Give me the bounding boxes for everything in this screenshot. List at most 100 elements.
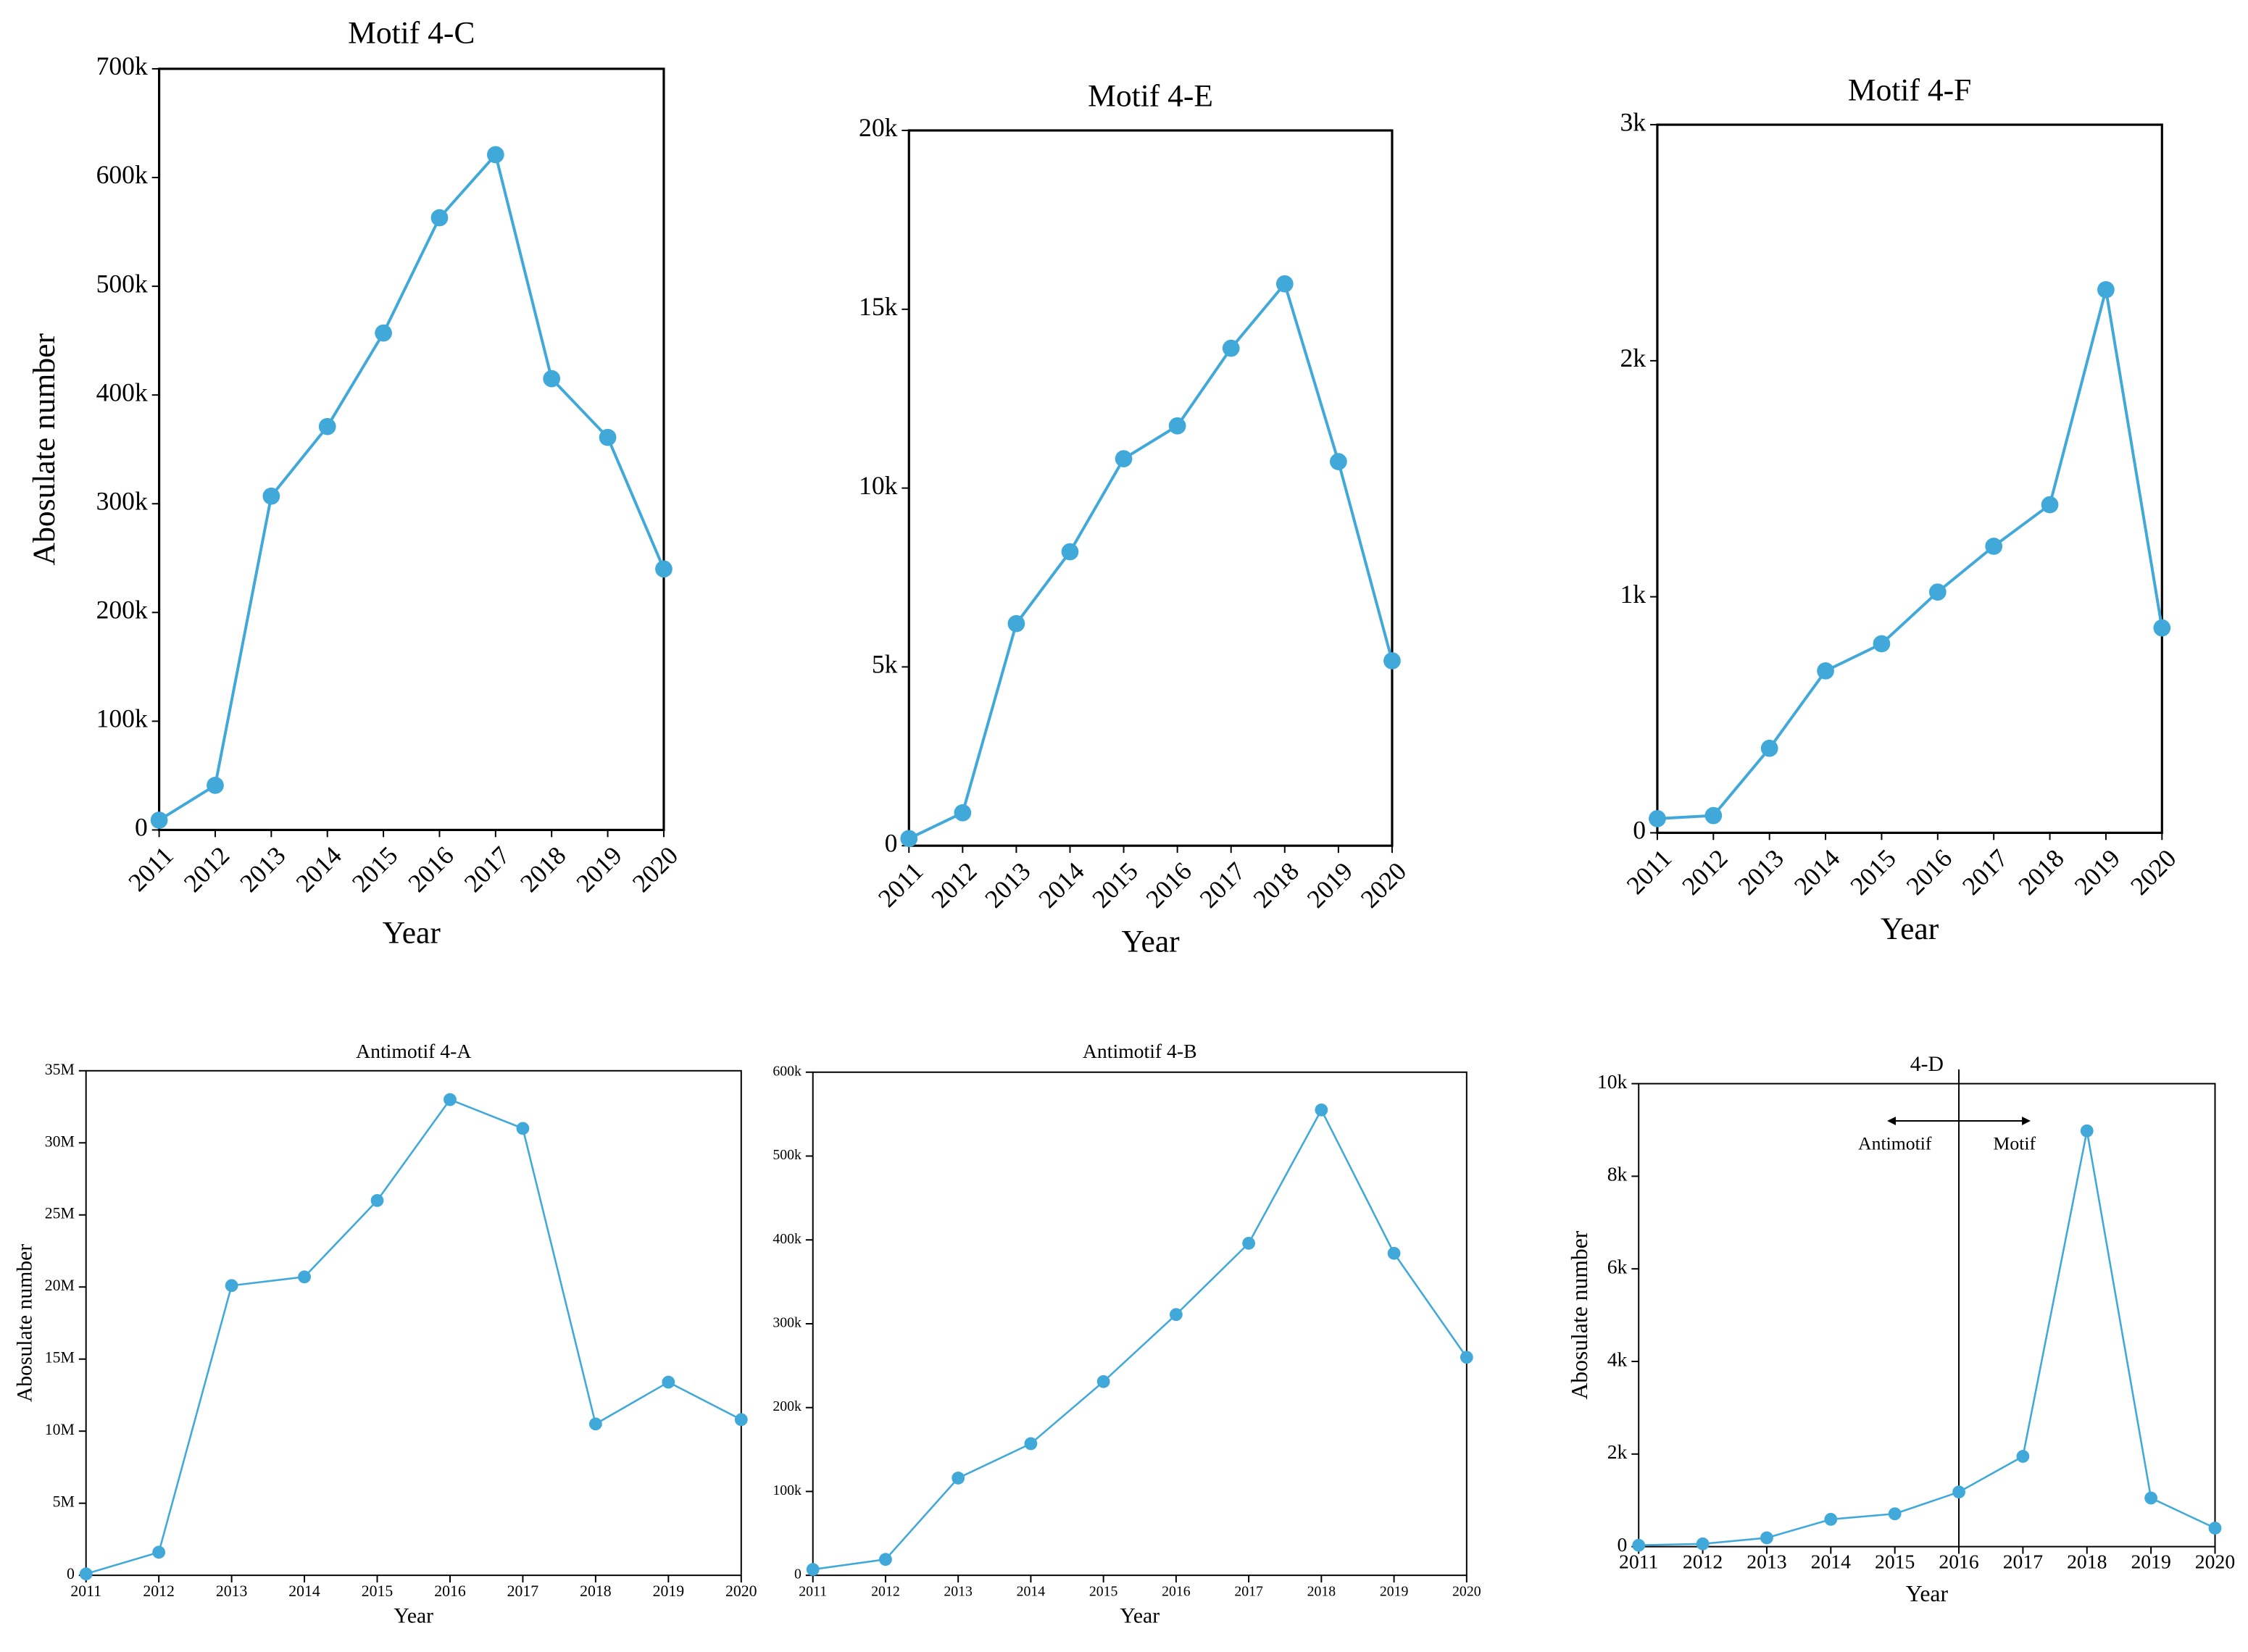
x-tick-label: 2019 — [2131, 1551, 2170, 1573]
x-tick-label: 2012 — [1683, 1551, 1723, 1573]
data-point — [952, 1472, 965, 1485]
x-tick-label: 2014 — [1811, 1551, 1852, 1573]
x-tick-label: 2012 — [871, 1583, 900, 1599]
x-axis-label: Year — [1121, 925, 1180, 959]
data-point — [2016, 1450, 2030, 1463]
data-point — [1760, 739, 1778, 757]
data-line — [1657, 289, 2164, 820]
data-point — [879, 1553, 892, 1567]
y-tick-label: 300k — [773, 1315, 802, 1331]
x-tick-label: 2017 — [507, 1582, 539, 1600]
data-point — [430, 209, 449, 227]
x-tick-label: 2016 — [1162, 1583, 1191, 1599]
x-tick-label: 2018 — [515, 840, 572, 898]
x-tick-label: 2012 — [925, 856, 983, 914]
data-point — [1383, 652, 1401, 669]
y-tick-label: 0 — [885, 828, 898, 857]
data-point — [1928, 583, 1947, 601]
data-point — [1169, 1308, 1183, 1322]
x-tick-label: 2013 — [944, 1583, 973, 1599]
data-line — [908, 280, 1394, 840]
chart-title: Motif 4-C — [348, 15, 475, 50]
x-tick-label: 2018 — [1247, 856, 1304, 914]
chart-title: Antimotif 4-B — [1083, 1040, 1197, 1062]
y-tick-label: 4k — [1607, 1348, 1628, 1370]
x-tick-label: 2018 — [580, 1582, 612, 1600]
y-tick-label: 300k — [96, 486, 148, 515]
data-point — [1115, 450, 1133, 468]
data-point — [1873, 635, 1891, 653]
data-point — [900, 830, 918, 848]
y-tick-label: 2k — [1620, 343, 1647, 372]
annotation: Motif — [1994, 1133, 2036, 1154]
data-point — [79, 1567, 93, 1581]
data-point — [370, 1193, 384, 1207]
y-axis-label: Abosulate number — [14, 1244, 37, 1402]
y-tick-label: 25M — [45, 1205, 75, 1222]
data-line — [812, 1108, 1468, 1571]
y-tick-label: 2k — [1607, 1440, 1628, 1463]
data-point — [1007, 614, 1025, 633]
x-axis-label: Year — [383, 916, 441, 951]
data-point — [1696, 1537, 1710, 1551]
plot-frame — [907, 129, 1394, 847]
x-tick-label: 2011 — [70, 1582, 101, 1600]
data-point — [1096, 1374, 1110, 1388]
x-tick-label: 2016 — [402, 840, 459, 898]
data-line — [158, 151, 665, 822]
data-point — [2041, 496, 2059, 514]
x-tick-label: 2016 — [1140, 856, 1197, 914]
data-point — [444, 1093, 457, 1106]
x-tick-label: 2017 — [1957, 843, 2014, 901]
x-tick-label: 2013 — [234, 840, 291, 898]
data-point — [1704, 806, 1723, 825]
y-tick-label: 200k — [773, 1398, 802, 1414]
x-tick-label: 2020 — [2125, 843, 2182, 901]
y-tick-label: 15M — [45, 1349, 75, 1367]
y-tick-label: 10M — [45, 1421, 75, 1438]
data-point — [1760, 1531, 1773, 1545]
x-tick-label: 2011 — [873, 856, 929, 913]
x-tick-label: 2017 — [1194, 856, 1251, 914]
data-line — [86, 1098, 742, 1575]
data-point — [1824, 1512, 1838, 1526]
x-axis-label: Year — [1906, 1581, 1949, 1606]
y-tick-label: 700k — [96, 51, 148, 80]
plot-frame — [85, 1069, 742, 1577]
data-point — [375, 324, 392, 342]
x-tick-label: 2018 — [2012, 843, 2070, 901]
data-line — [1639, 1130, 2216, 1546]
y-tick-label: 500k — [96, 269, 148, 298]
x-tick-label: 2012 — [143, 1582, 175, 1600]
x-tick-label: 2019 — [570, 840, 628, 898]
chart-title: Motif 4-F — [1848, 72, 1971, 107]
data-point — [2080, 1124, 2094, 1138]
y-tick-label: 20k — [859, 113, 898, 142]
x-axis-label: Year — [394, 1604, 433, 1627]
data-point — [2144, 1491, 2158, 1505]
data-point — [1632, 1538, 1646, 1552]
x-axis-label: Year — [1881, 911, 1939, 946]
plot-frame — [1638, 1082, 2216, 1548]
x-tick-label: 2019 — [2069, 843, 2126, 901]
y-tick-label: 30M — [45, 1132, 75, 1150]
x-tick-label: 2012 — [178, 840, 236, 898]
data-point — [2153, 619, 2171, 637]
x-tick-label: 2014 — [1033, 856, 1090, 914]
data-point — [225, 1279, 238, 1293]
arrow-head — [2022, 1117, 2031, 1125]
x-tick-label: 2016 — [1900, 843, 1957, 901]
data-point — [599, 428, 617, 446]
x-tick-label: 2013 — [979, 856, 1036, 914]
data-point — [486, 146, 504, 164]
plot-frame — [812, 1071, 1468, 1577]
x-tick-label: 2020 — [1355, 856, 1412, 914]
y-tick-label: 35M — [45, 1061, 75, 1078]
x-tick-label: 2014 — [290, 840, 347, 898]
x-tick-label: 2011 — [1619, 1551, 1658, 1573]
data-point — [806, 1563, 820, 1576]
x-tick-label: 2018 — [2067, 1551, 2107, 1573]
chart-title: Motif 4-E — [1088, 78, 1213, 113]
x-tick-label: 2011 — [122, 840, 179, 897]
y-tick-label: 0 — [67, 1565, 75, 1582]
